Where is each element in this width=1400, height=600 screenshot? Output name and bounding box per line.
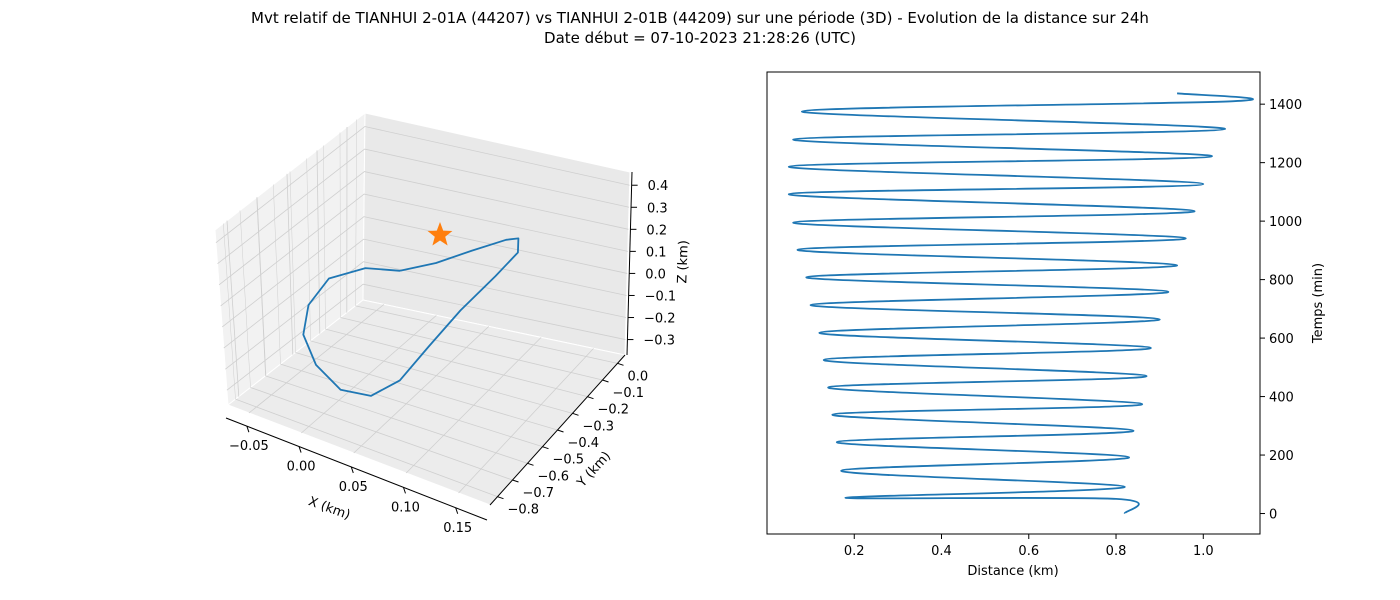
z-axis-label: Z (km)	[675, 240, 692, 284]
x-tick-label: −0.05	[229, 439, 269, 454]
distance-tick-label: 0.2	[844, 544, 865, 559]
grid-line-x-wall	[256, 197, 267, 376]
time-tick-label: 1400	[1269, 98, 1302, 113]
time-tick-label: 400	[1269, 391, 1294, 406]
y-tick-label: −0.3	[583, 419, 615, 434]
y-tick	[512, 479, 519, 483]
y-tick	[602, 379, 609, 383]
x-tick	[403, 487, 406, 494]
y-tick	[587, 396, 594, 400]
time-tick-label: 0	[1269, 508, 1277, 523]
grid-line-z	[217, 148, 630, 265]
x-tick	[350, 466, 354, 474]
x-axis-line	[225, 417, 488, 521]
grid-line-x-wall	[316, 150, 321, 334]
x-axis-label: X (km)	[306, 494, 352, 523]
grid-line-y-wall	[306, 158, 311, 341]
y-tick-label: −0.1	[613, 386, 645, 401]
grid-line-y	[310, 340, 573, 414]
grid-line-y-wall	[323, 145, 326, 330]
y-tick	[557, 429, 564, 433]
z-axis-line	[626, 171, 633, 356]
time-axis-label: Temps (min)	[1311, 263, 1326, 344]
figure-title-line2: Date début = 07-10-2023 21:28:26 (UTC)	[544, 29, 856, 47]
grid-line-y-wall	[273, 184, 281, 365]
time-tick-label: 200	[1269, 449, 1294, 464]
z-tick-label: 0.0	[645, 267, 666, 282]
grid-line-y-wall	[289, 171, 296, 353]
time-tick-label: 800	[1269, 274, 1294, 289]
grid-line-z	[218, 171, 629, 286]
start-marker-star-icon	[427, 222, 453, 246]
grid-line-y	[355, 305, 618, 364]
time-tick-label: 1000	[1269, 215, 1302, 230]
y-tick-label: −0.4	[568, 436, 600, 451]
y-tick-label: −0.6	[538, 469, 570, 484]
grid-line-x-wall	[226, 220, 240, 397]
grid-line-z	[223, 238, 627, 349]
z-tick-label: 0.4	[648, 179, 669, 194]
x-tick	[298, 446, 302, 453]
grid-line-y-wall	[239, 210, 251, 388]
y-tick	[497, 496, 504, 500]
x-tick	[246, 426, 250, 433]
ticks-3d: −0.050.000.050.100.150.0−0.1−0.2−0.3−0.4…	[229, 179, 676, 536]
y-tick	[617, 362, 624, 366]
grid-line-x-wall	[286, 173, 294, 355]
plot-area	[766, 71, 1261, 535]
time-tick-label: 600	[1269, 332, 1294, 347]
grid-line-y	[325, 328, 588, 398]
grid-line-z	[215, 126, 630, 243]
x-tick-label: 0.05	[339, 480, 368, 495]
grid-line-z	[221, 216, 628, 328]
distance-tick-label: 0.4	[931, 544, 952, 559]
grid-line-y-wall	[223, 223, 236, 400]
z-tick-label: −0.3	[643, 334, 675, 349]
x-tick-label: 0.15	[443, 521, 472, 536]
grid-line-y-wall	[256, 197, 266, 376]
grid-line-z	[220, 193, 628, 307]
distance-tick-label: 0.8	[1106, 544, 1127, 559]
z-tick-label: −0.2	[644, 312, 676, 327]
y-tick	[527, 462, 534, 466]
grid-line-y	[250, 387, 513, 481]
distance-series-line	[787, 92, 1254, 515]
y-tick-label: −0.5	[553, 453, 585, 468]
grid-line-y-wall	[355, 119, 357, 306]
chart-3d-relative-motion: −0.050.000.050.100.150.0−0.1−0.2−0.3−0.4…	[214, 111, 692, 536]
ticks-2d: 0.2 0.4 0.6 0.8 1.0 0 200 400 600 800 1000 1200 1400	[844, 98, 1302, 559]
y-tick-label: 0.0	[628, 369, 649, 384]
z-tick-label: 0.3	[647, 201, 668, 216]
y-tick	[572, 412, 579, 416]
grid-line-y	[340, 317, 603, 381]
grid-line-z	[226, 283, 626, 391]
distance-tick-label: 0.6	[1018, 544, 1039, 559]
grid-line-y	[295, 352, 558, 431]
y-tick-label: −0.2	[598, 403, 630, 418]
grid-line-y	[235, 398, 498, 498]
time-tick-label: 1200	[1269, 157, 1302, 172]
grid-3d	[215, 119, 630, 498]
grid-line-y	[280, 363, 543, 448]
y-tick	[542, 446, 549, 450]
x-tick-label: 0.00	[287, 460, 316, 475]
y-tick-label: −0.8	[508, 503, 540, 518]
grid-line-z	[225, 261, 627, 370]
figure-title: Mvt relatif de TIANHUI 2-01A (44207) vs …	[0, 8, 1400, 48]
distance-tick-label: 1.0	[1193, 544, 1214, 559]
z-tick-label: 0.2	[646, 223, 667, 238]
z-tick-label: −0.1	[645, 289, 677, 304]
x-tick-label: 0.10	[391, 500, 420, 515]
figure-title-line1: Mvt relatif de TIANHUI 2-01A (44207) vs …	[251, 9, 1149, 27]
distance-axis-label: Distance (km)	[967, 564, 1058, 579]
grid-line-y	[265, 375, 528, 464]
z-tick-label: 0.1	[646, 245, 667, 260]
x-tick	[455, 507, 459, 514]
grid-line-y-wall	[339, 132, 341, 318]
y-tick-label: −0.7	[523, 486, 555, 501]
trajectory-line	[302, 237, 520, 397]
